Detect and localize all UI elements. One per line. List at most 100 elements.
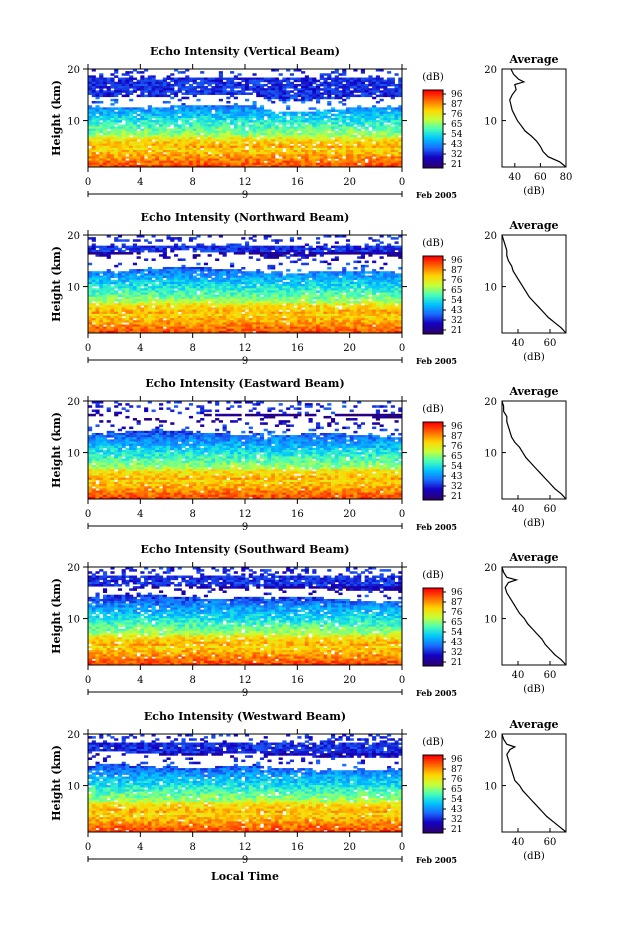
heatmap-cell — [234, 78, 238, 81]
heatmap-cell — [174, 237, 178, 240]
heatmap-cell — [144, 239, 148, 242]
heatmap-cell — [327, 141, 331, 144]
heatmap-cell — [312, 141, 316, 144]
heatmap-cell — [249, 237, 253, 240]
heatmap-cell — [275, 256, 279, 259]
heatmap-cell — [264, 256, 268, 259]
heatmap-cell — [215, 139, 219, 142]
heatmap-cell — [279, 122, 283, 125]
heatmap-cell — [140, 250, 144, 253]
heatmap-cell — [189, 239, 193, 242]
heatmap-cell — [155, 280, 159, 283]
heatmap-cell — [376, 101, 380, 104]
heatmap-cell — [335, 97, 339, 100]
heatmap-cell — [88, 92, 92, 95]
heatmap-cell — [245, 307, 249, 310]
heatmap-cell — [260, 80, 264, 83]
heatmap-cell — [297, 99, 301, 102]
heatmap-cell — [95, 101, 99, 104]
heatmap-cell — [167, 95, 171, 98]
heatmap-cell — [234, 92, 238, 95]
heatmap-cell — [103, 322, 107, 325]
heatmap-cell — [114, 248, 118, 251]
heatmap-cell — [342, 103, 346, 106]
heatmap-cell — [204, 269, 208, 272]
heatmap-cell — [252, 90, 256, 93]
heatmap-cell — [122, 252, 126, 255]
heatmap-cell — [170, 97, 174, 100]
heatmap-cell — [219, 252, 223, 255]
heatmap-cell — [331, 71, 335, 74]
heatmap-cell — [365, 122, 369, 125]
heatmap-cell — [290, 86, 294, 89]
heatmap-cell — [122, 320, 126, 323]
heatmap-cell — [297, 95, 301, 98]
heatmap-cell — [226, 250, 230, 253]
heatmap-cell — [137, 161, 141, 164]
heatmap-cell — [230, 250, 234, 253]
panel-title: Echo Intensity (Northward Beam) — [141, 211, 350, 224]
heatmap-cell — [137, 239, 141, 242]
heatmap-cell — [137, 109, 141, 112]
heatmap-cell — [178, 112, 182, 115]
heatmap-cell — [350, 95, 354, 98]
heatmap-cell — [211, 250, 215, 253]
heatmap-cell — [174, 105, 178, 108]
heatmap-cell — [249, 82, 253, 85]
heatmap-cell — [331, 150, 335, 153]
heatmap-cell — [211, 82, 215, 85]
heatmap-cell — [309, 99, 313, 102]
heatmap-cell — [238, 271, 242, 274]
heatmap-cell — [282, 101, 286, 104]
heatmap-cell — [125, 156, 129, 159]
heatmap-cell — [320, 88, 324, 91]
heatmap-cell — [189, 80, 193, 83]
heatmap-cell — [122, 90, 126, 93]
heatmap-cell — [144, 258, 148, 261]
heatmap-cell — [129, 133, 133, 136]
heatmap-cell — [133, 263, 137, 266]
heatmap-cell — [196, 248, 200, 251]
heatmap-cell — [95, 150, 99, 153]
heatmap-cell — [376, 90, 380, 93]
heatmap-cell — [353, 95, 357, 98]
heatmap-cell — [271, 97, 275, 100]
heatmap-cell — [196, 99, 200, 102]
profile-x-label: (dB) — [523, 186, 545, 197]
heatmap-cell — [324, 92, 328, 95]
heatmap-cell — [290, 254, 294, 257]
heatmap-cell — [338, 86, 342, 89]
heatmap-cell — [260, 133, 264, 136]
heatmap-cell — [387, 95, 391, 98]
heatmap-cell — [167, 256, 171, 259]
heatmap-cell — [357, 133, 361, 136]
heatmap-cell — [125, 239, 129, 242]
heatmap-cell — [137, 88, 141, 91]
heatmap-cell — [223, 254, 227, 257]
heatmap-cell — [271, 256, 275, 259]
heatmap-cell — [193, 237, 197, 240]
heatmap-cell — [152, 250, 156, 253]
heatmap-cell — [140, 124, 144, 127]
heatmap-cell — [335, 71, 339, 74]
heatmap-cell — [211, 273, 215, 276]
heatmap-cell — [241, 267, 245, 270]
heatmap-cell — [234, 252, 238, 255]
heatmap-cell — [241, 237, 245, 240]
heatmap-cell — [391, 97, 395, 100]
heatmap-cell — [219, 152, 223, 155]
heatmap-cell — [267, 82, 271, 85]
heatmap-cell — [110, 86, 114, 89]
heatmap-cell — [294, 254, 298, 257]
heatmap-cell — [114, 95, 118, 98]
profile-y-tick-label: 20 — [484, 65, 497, 76]
x-tick-label: 20 — [343, 177, 356, 188]
heatmap-cell — [380, 95, 384, 98]
heatmap-cell — [178, 258, 182, 261]
heatmap-cell — [215, 92, 219, 95]
heatmap-cell — [238, 120, 242, 123]
heatmap-cell — [241, 282, 245, 285]
heatmap-cell — [290, 97, 294, 100]
heatmap-cell — [376, 116, 380, 119]
heatmap-cell — [193, 256, 197, 259]
